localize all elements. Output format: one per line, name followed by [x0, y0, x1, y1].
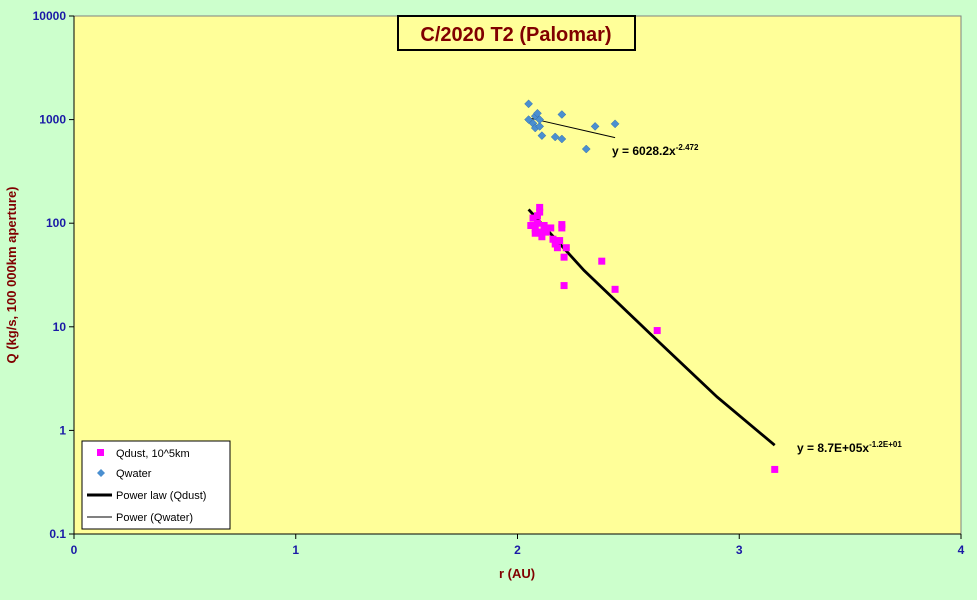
qwater-point: [610, 119, 620, 129]
qwater-points: [524, 99, 620, 154]
y-tick-label: 1000: [39, 113, 66, 127]
qwater-point: [590, 122, 600, 131]
y-tick-label: 0.1: [49, 527, 66, 541]
qdust-point: [536, 208, 544, 216]
x-tick-label: 2: [514, 543, 521, 557]
legend: Qdust, 10^5km Qwater Power law (Qdust) P…: [81, 440, 231, 530]
x-tick-label: 3: [736, 543, 743, 557]
qdust-point: [531, 229, 539, 237]
y-axis-title: Q (kg/s, 100 000km aperture): [4, 186, 19, 363]
qdust-point: [547, 224, 555, 232]
qdust-points: [527, 203, 779, 473]
qdust-point: [562, 244, 570, 252]
qwater-point: [535, 122, 545, 131]
dust-fit-equation: y = 8.7E+05x-1.2E+01: [797, 440, 902, 455]
qwater-point: [533, 108, 542, 118]
legend-marker-qwater: [97, 469, 105, 477]
y-tick-label: 10: [53, 320, 67, 334]
qwater-point: [557, 110, 567, 119]
legend-marker-qdust: [97, 449, 104, 456]
qdust-point: [560, 282, 568, 290]
qdust-point: [558, 224, 566, 232]
qdust-point: [533, 219, 541, 227]
legend-label-power-qwater: Power (Qwater): [116, 512, 193, 524]
qdust-point: [540, 222, 548, 230]
qdust-point: [553, 244, 561, 252]
dust-fit-equation-exponent: -1.2E+01: [869, 440, 902, 449]
x-tick-label: 4: [958, 543, 965, 557]
qdust-point: [538, 233, 546, 241]
x-axis-ticks: 0 1 2 3 4: [71, 534, 965, 557]
qdust-point: [533, 212, 541, 220]
dust-fit-equation-base: y = 8.7E+05x: [797, 441, 869, 455]
qdust-point: [527, 222, 535, 230]
qdust-point: [531, 225, 539, 233]
qwater-point: [537, 131, 547, 141]
x-tick-label: 0: [71, 543, 78, 557]
qdust-point: [598, 257, 606, 265]
water-fit-equation-base: y = 6028.2x: [612, 144, 676, 158]
qdust-point: [551, 240, 559, 248]
qwater-point: [535, 115, 545, 124]
qdust-point: [560, 253, 568, 261]
legend-label-qdust: Qdust, 10^5km: [116, 448, 190, 460]
water-fit-equation: y = 6028.2x-2.472: [612, 143, 699, 158]
y-tick-label: 1: [59, 423, 66, 437]
x-axis-title: r (AU): [499, 566, 535, 581]
qdust-point: [771, 465, 779, 473]
water-fit-equation-exponent: -2.472: [676, 143, 699, 152]
qwater-point: [524, 99, 533, 109]
qdust-point: [536, 228, 544, 236]
x-tick-label: 1: [292, 543, 299, 557]
legend-label-power-qdust: Power law (Qdust): [116, 490, 206, 502]
qwater-point: [581, 144, 591, 154]
qdust-point: [536, 203, 544, 211]
qdust-point: [611, 285, 619, 293]
qdust-point: [542, 228, 550, 236]
power-qwater-line: [528, 117, 616, 139]
chart-title-box: [397, 15, 636, 51]
legend-box: [81, 440, 231, 530]
qwater-point: [557, 134, 567, 144]
y-tick-label: 100: [46, 216, 66, 230]
chart-title: C/2020 T2 (Palomar): [420, 24, 611, 46]
y-tick-label: 10000: [33, 9, 67, 23]
legend-label-qwater: Qwater: [116, 468, 152, 480]
qdust-point: [529, 214, 537, 222]
qdust-point: [556, 237, 564, 245]
y-axis-ticks: 0.1 1 10 100 1000 10000: [33, 9, 74, 541]
qdust-point: [549, 235, 557, 243]
qwater-point: [550, 132, 560, 142]
qdust-point: [653, 327, 661, 335]
